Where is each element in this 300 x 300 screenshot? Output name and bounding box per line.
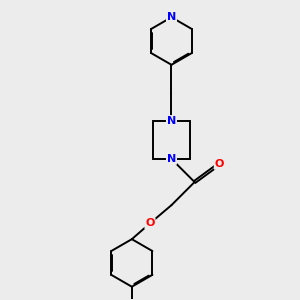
Text: N: N: [167, 154, 176, 164]
Text: O: O: [215, 159, 224, 169]
Text: N: N: [167, 116, 176, 126]
Text: N: N: [167, 12, 176, 22]
Text: O: O: [145, 218, 155, 228]
